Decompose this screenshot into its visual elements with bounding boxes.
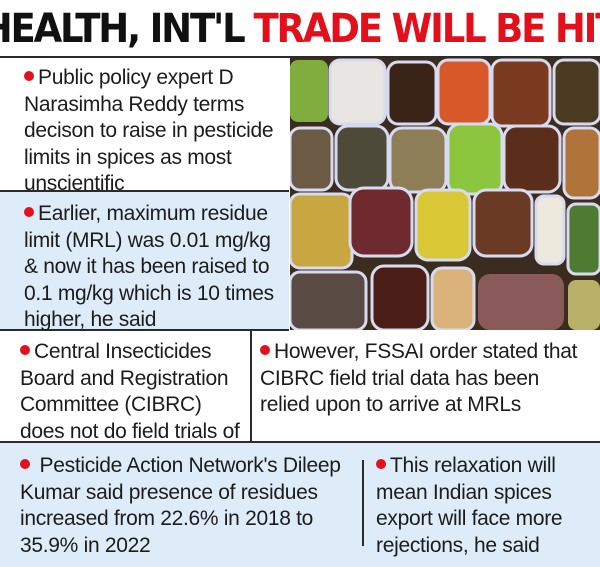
spice-photo-illustration: [290, 58, 600, 330]
bullet-dot-icon: [24, 207, 34, 217]
bullet-text: This relaxation will mean Indian spices …: [376, 454, 563, 557]
headline: 'HEALTH, INT'L TRADE WILL BE HIT': [0, 0, 600, 58]
bullet-box-mrl: Earlier, maximum residue limit (MRL) was…: [0, 192, 289, 331]
bullet-dot-icon: [20, 459, 30, 469]
bullet-box-kumar: Pesticide Action Network's Dileep Kumar …: [0, 443, 362, 567]
column-divider: [362, 460, 364, 546]
bullet-text: Public policy expert D Narasimha Reddy t…: [24, 66, 274, 195]
bullet-box-rejections: This relaxation will mean Indian spices …: [362, 443, 600, 567]
bullet-text: However, FSSAI order stated that CIBRC f…: [260, 340, 578, 416]
bullet-box-fssai: However, FSSAI order stated that CIBRC f…: [252, 331, 600, 443]
bullet-dot-icon: [260, 345, 270, 355]
bullet-dot-icon: [376, 459, 386, 469]
bullet-dot-icon: [20, 345, 30, 355]
headline-part-black: 'HEALTH, INT'L: [0, 4, 246, 52]
bullet-text: Pesticide Action Network's Dileep Kumar …: [20, 454, 341, 557]
spice-sacks-photo: [290, 58, 600, 330]
bullet-box-cibrc: Central Insecticides Board and Registrat…: [0, 331, 252, 469]
headline-part-red: TRADE WILL BE HIT': [253, 4, 600, 52]
bullet-text: Earlier, maximum residue limit (MRL) was…: [24, 202, 274, 331]
headline-rule: [0, 56, 600, 58]
bullet-dot-icon: [24, 71, 34, 81]
bullet-box-reddy: Public policy expert D Narasimha Reddy t…: [0, 58, 289, 195]
